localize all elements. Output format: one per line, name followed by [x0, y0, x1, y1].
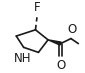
Text: O: O	[56, 59, 65, 72]
Text: NH: NH	[13, 52, 31, 65]
Text: O: O	[67, 23, 76, 36]
Polygon shape	[48, 40, 61, 45]
Text: F: F	[34, 1, 40, 14]
